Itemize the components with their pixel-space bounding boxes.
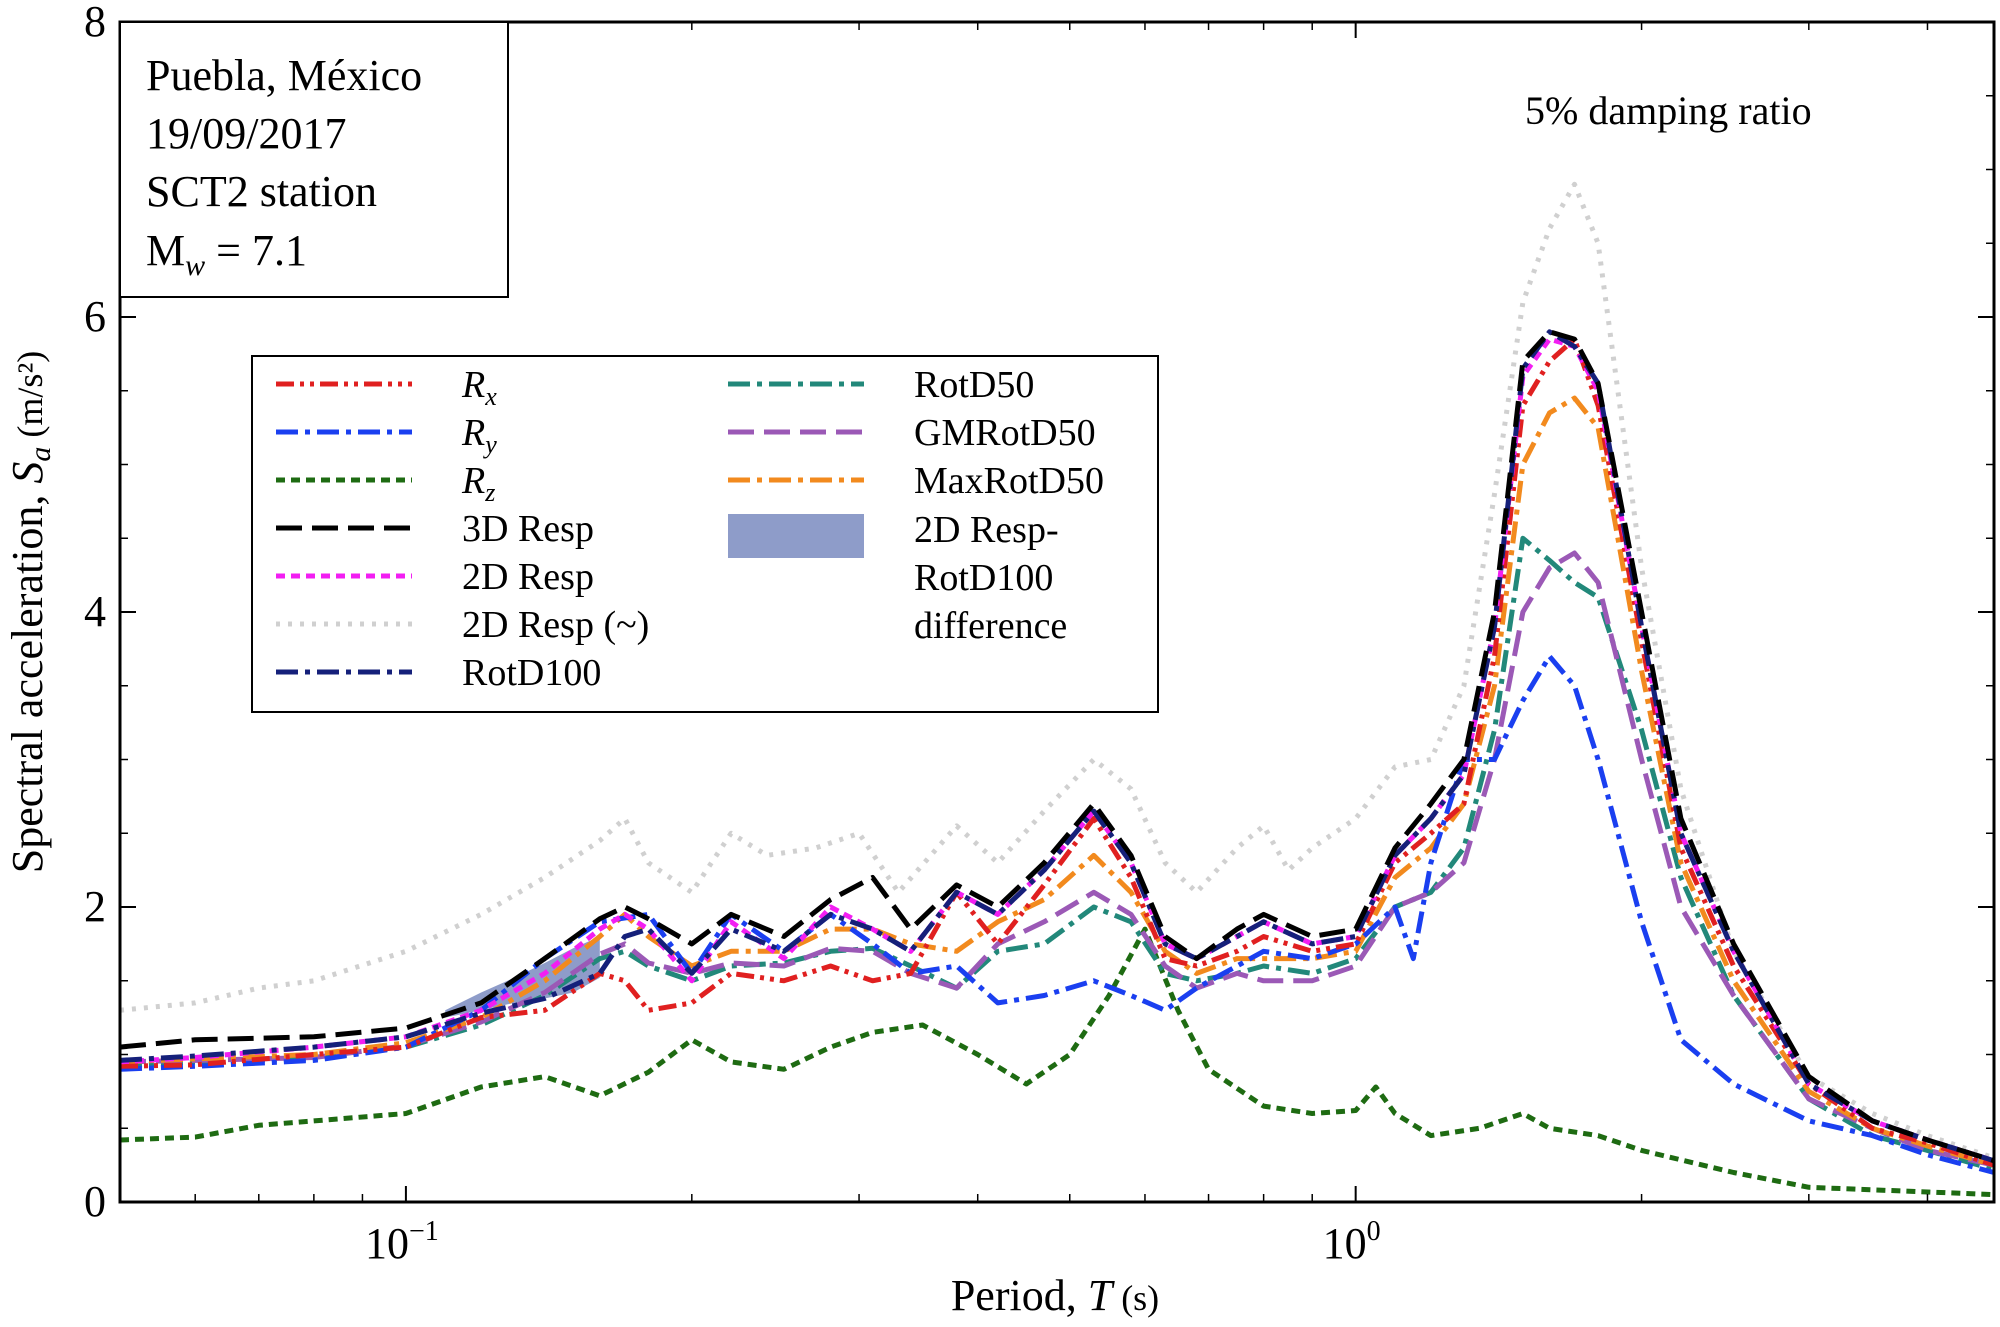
series-line-rotd100 [119, 329, 1995, 1164]
info-date: 19/09/2017 [146, 109, 346, 158]
legend-frame [251, 355, 1159, 713]
y-axis-label-sub: a [24, 447, 57, 462]
y-tick-label: 0 [84, 1177, 106, 1226]
series-line-3d-resp [119, 329, 1995, 1164]
info-location: Puebla, México [146, 51, 422, 100]
mw-sub: w [185, 249, 205, 282]
mw-value: = 7.1 [205, 226, 307, 275]
legend-label-c1-5: 2D Resp (~) [462, 604, 649, 646]
info-station: SCT2 station [146, 167, 377, 216]
series-line-r-x [119, 336, 1995, 1168]
legend-label-c1-0: Rx [461, 364, 497, 411]
x-tick-label: 100 [1323, 1216, 1381, 1268]
legend-label-c2-0: RotD50 [914, 364, 1034, 406]
legend-label-shaded-1: RotD100 [914, 557, 1053, 599]
series-line-maxrotd50 [119, 395, 1995, 1168]
y-axis-label-text: Spectral acceleration, [3, 484, 52, 874]
series-line-r-z [119, 926, 1995, 1198]
series-line-2d-resp [119, 181, 1995, 1161]
legend-label-shaded-0: 2D Resp- [914, 509, 1059, 551]
info-magnitude: Mw = 7.1 [146, 226, 307, 282]
legend-label-shaded-2: difference [914, 605, 1067, 647]
y-tick-label: 2 [84, 882, 106, 931]
info-box: Puebla, México 19/09/2017 SCT2 station M… [119, 21, 509, 298]
legend-label-c2-1: GMRotD50 [914, 412, 1096, 454]
axes-layer: 0 2 4 6 8 10−1 100 [84, 0, 1994, 1268]
mw-m: M [146, 226, 185, 275]
y-tick-label: 4 [84, 587, 106, 636]
x-tick-label: 10−1 [365, 1216, 439, 1268]
legend-swatch-shaded [728, 514, 864, 558]
y-axis-label-unit: (m/s²) [10, 351, 50, 447]
y-tick-label: 6 [84, 292, 106, 341]
legend-label-c1-1: Ry [461, 412, 497, 459]
legend-label-c1-3: 3D Resp [462, 508, 594, 550]
legend-label-c1-2: Rz [461, 460, 495, 507]
info-box-frame [119, 21, 509, 298]
x-axis-label-text: Period, [951, 1271, 1088, 1320]
x-axis-label: Period, T (s) [951, 1271, 1159, 1320]
legend-label-c1-4: 2D Resp [462, 556, 594, 598]
y-axis-label-symbol: S [3, 462, 52, 484]
legend-label-c1-6: RotD100 [462, 652, 601, 694]
damping-annotation: 5% damping ratio [1525, 88, 1812, 133]
series-layer [119, 181, 1995, 1198]
y-tick-label: 8 [84, 0, 106, 46]
x-axis-label-unit: (s) [1112, 1278, 1159, 1318]
y-axis-label: Spectral acceleration, Sa (m/s²) [3, 351, 57, 873]
x-axis-label-symbol: T [1088, 1271, 1116, 1320]
legend-label-c2-2: MaxRotD50 [914, 460, 1104, 502]
